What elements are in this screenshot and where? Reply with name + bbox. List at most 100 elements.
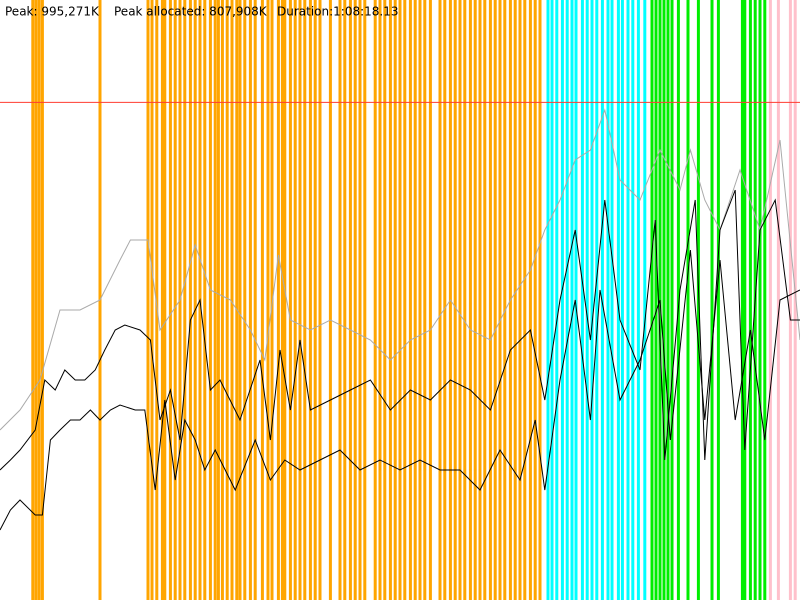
event-stripe	[643, 0, 647, 600]
event-stripe	[458, 0, 462, 600]
event-stripe	[428, 0, 432, 600]
event-stripe	[208, 0, 212, 600]
event-stripe	[188, 0, 192, 600]
event-stripe	[270, 0, 274, 600]
event-stripe	[220, 0, 224, 600]
event-stripe	[423, 0, 427, 600]
event-stripe	[37, 0, 41, 600]
event-stripe	[238, 0, 242, 600]
event-stripe	[555, 0, 559, 600]
event-stripe	[498, 0, 502, 600]
event-stripe	[636, 0, 640, 600]
event-stripe	[518, 0, 522, 600]
event-stripe	[600, 0, 604, 600]
event-stripe	[686, 0, 690, 600]
event-stripe	[763, 0, 767, 600]
event-stripe	[768, 0, 772, 600]
event-stripe	[473, 0, 477, 600]
event-stripe	[388, 0, 392, 600]
event-stripe	[493, 0, 497, 600]
event-stripe	[280, 0, 284, 600]
event-stripe	[213, 0, 217, 600]
event-stripe	[478, 0, 482, 600]
event-stripe	[353, 0, 357, 600]
event-stripe	[308, 0, 312, 600]
lines	[0, 101, 800, 531]
event-stripe	[173, 0, 177, 600]
event-stripe	[488, 0, 492, 600]
event-stripe	[403, 0, 407, 600]
header-text: Peak allocated: 807,908K	[114, 5, 268, 19]
event-stripe	[670, 0, 674, 600]
event-stripe	[565, 0, 569, 600]
header-text: Peak: 995,271K	[5, 5, 100, 19]
event-stripe	[373, 0, 377, 600]
header: Peak: 995,271K Peak allocated: 807,908K Du…	[5, 5, 399, 19]
event-stripe	[740, 0, 744, 600]
event-stripe	[616, 0, 620, 600]
event-stripe	[676, 0, 680, 600]
event-stripe	[260, 0, 264, 600]
event-stripe	[468, 0, 472, 600]
event-stripe	[248, 0, 252, 600]
event-stripe	[283, 0, 287, 600]
event-stripe	[560, 0, 564, 600]
event-stripe	[710, 0, 714, 600]
event-stripe	[716, 0, 720, 600]
event-stripe	[483, 0, 487, 600]
event-stripe	[538, 0, 542, 600]
event-stripe	[528, 0, 532, 600]
memory-line	[0, 249, 800, 531]
event-stripe	[343, 0, 347, 600]
event-stripe	[253, 0, 257, 600]
event-stripe	[243, 0, 247, 600]
event-stripe	[328, 0, 332, 600]
event-stripe	[363, 0, 367, 600]
event-stripe	[230, 0, 234, 600]
event-stripe	[193, 0, 197, 600]
event-stripe	[358, 0, 362, 600]
header-text: Duration:1:08:18.13	[277, 5, 399, 19]
event-stripe	[610, 0, 614, 600]
event-stripe	[348, 0, 352, 600]
event-stripe	[574, 0, 578, 600]
event-stripe	[266, 0, 270, 600]
event-stripe	[298, 0, 302, 600]
event-stripe	[34, 0, 38, 600]
event-stripe	[776, 0, 780, 600]
event-stripe	[463, 0, 467, 600]
event-stripe	[216, 0, 220, 600]
event-stripe	[666, 0, 670, 600]
event-stripe	[626, 0, 630, 600]
event-stripe	[146, 0, 150, 600]
event-stripe	[318, 0, 322, 600]
event-stripe	[654, 0, 658, 600]
event-stripe	[288, 0, 292, 600]
event-stripe	[160, 0, 164, 600]
event-stripe	[580, 0, 584, 600]
event-stripe	[503, 0, 507, 600]
event-stripe	[418, 0, 422, 600]
event-stripe	[620, 0, 624, 600]
event-stripe	[546, 0, 550, 600]
event-stripe	[662, 0, 666, 600]
event-stripe	[383, 0, 387, 600]
event-stripe	[570, 0, 574, 600]
memory-line	[0, 189, 800, 471]
event-stripe	[31, 0, 35, 600]
event-stripe	[413, 0, 417, 600]
event-stripe	[743, 0, 747, 600]
event-stripe	[40, 0, 44, 600]
event-stripe	[523, 0, 527, 600]
event-stripe	[631, 0, 635, 600]
event-stripe	[408, 0, 412, 600]
event-stripe	[313, 0, 317, 600]
event-stripe	[758, 0, 762, 600]
event-stripe	[595, 0, 599, 600]
event-stripe	[513, 0, 517, 600]
event-stripe	[225, 0, 229, 600]
event-stripe	[293, 0, 297, 600]
memory-line	[0, 108, 800, 431]
event-stripe	[393, 0, 397, 600]
